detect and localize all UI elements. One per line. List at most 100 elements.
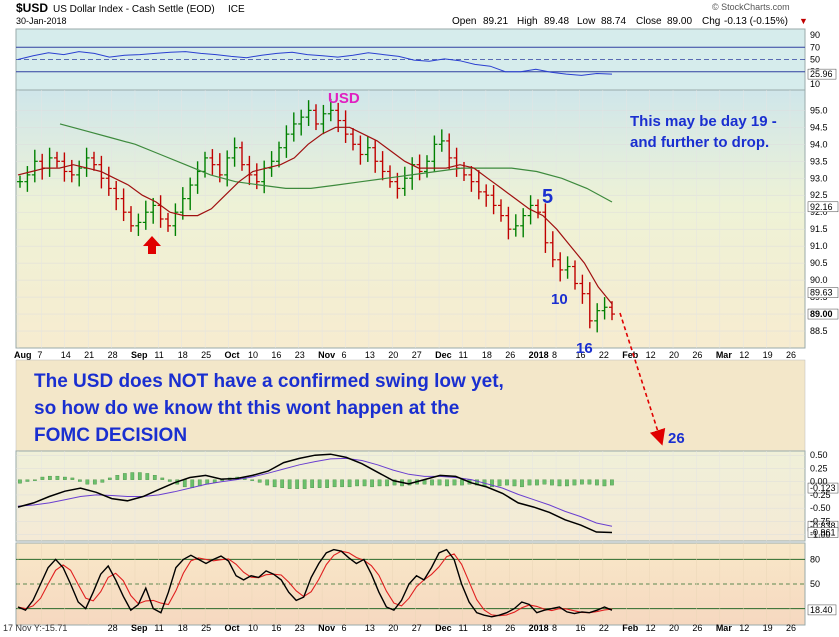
macd-histogram-bar [377, 479, 382, 487]
macd-histogram-bar [33, 479, 37, 481]
annotations: USD This may be day 19 - and further to … [3, 90, 777, 633]
price-current-box [807, 287, 839, 298]
x-axis-label: 13 [365, 350, 375, 360]
macd-histogram-bar [167, 479, 172, 482]
usd-label: USD [328, 90, 360, 107]
x-axis-label: 8 [552, 350, 557, 360]
macd-histogram-bar [40, 476, 45, 480]
macd-histogram-bar [18, 479, 22, 484]
macd-histogram-bar [107, 477, 112, 480]
x-axis-label-bottom: 8 [552, 623, 557, 633]
chg-value: -0.13 (-0.15%) [724, 16, 788, 27]
x-axis-label: 19 [763, 350, 773, 360]
macd-current-box [807, 482, 839, 494]
close-label: Close [636, 16, 662, 27]
macd-histogram-bar [115, 475, 120, 480]
x-axis-label-bottom: Feb [622, 623, 639, 633]
price-tick-label: 91.0 [810, 241, 828, 251]
macd-histogram-bar [332, 479, 337, 488]
ma-short-line [17, 126, 613, 305]
low-value: 88.74 [601, 16, 626, 27]
macd-current-box [807, 527, 839, 538]
x-axis-label: Sep [131, 350, 148, 360]
macd-histogram-bar [437, 479, 442, 486]
chg-label: Chg [702, 16, 720, 27]
price-tick-label: 93.0 [810, 173, 828, 183]
x-axis-label: 23 [295, 350, 305, 360]
macd-histogram-bar [370, 479, 374, 488]
x-axis-label: 11 [458, 350, 467, 360]
x-axis-label-bottom: Oct [225, 623, 240, 633]
macd-histogram-bar [55, 475, 60, 480]
macd-histogram-bar [392, 479, 397, 486]
x-axis-label: 27 [412, 350, 422, 360]
macd-histogram-bar [152, 475, 157, 480]
open-label: Open [452, 16, 476, 27]
macd-histogram-bar [122, 473, 127, 480]
x-axis-label: 12 [646, 350, 656, 360]
macd-histogram-bar [182, 479, 187, 488]
stoch-tick-label: 50 [810, 579, 820, 589]
x-axis-label-bottom: 18 [482, 623, 492, 633]
macd-current-label: -0.123 [810, 483, 836, 493]
x-axis-label-bottom: 16 [575, 623, 585, 633]
price-current-box [807, 201, 839, 213]
macd-histogram-bar [250, 479, 255, 481]
macd-histogram-bar [190, 479, 195, 488]
macd-histogram-bar [572, 479, 577, 486]
x-axis-label-bottom: 27 [412, 623, 422, 633]
macd-histogram-bar [220, 479, 225, 481]
x-axis-label: 11 [154, 350, 163, 360]
macd-line [17, 453, 613, 534]
macd-histogram-bar [602, 479, 607, 487]
macd-histogram-bar [580, 479, 584, 485]
x-axis-label-bottom: 26 [505, 623, 515, 633]
x-axis-label: 14 [61, 350, 71, 360]
index-name: US Dollar Index - Cash Settle (EOD) [53, 4, 215, 15]
macd-histogram-bar [265, 479, 270, 486]
x-axis-label: 20 [669, 350, 679, 360]
x-axis-label: 18 [178, 350, 188, 360]
macd-histogram-bar [302, 479, 307, 489]
macd-histogram-bar [497, 479, 502, 487]
high-label: High [517, 16, 538, 27]
macd-histogram-bar [70, 477, 75, 480]
x-axis-label: 25 [201, 350, 211, 360]
x-axis-label: 26 [786, 350, 796, 360]
x-axis-label-bottom: 11 [458, 623, 467, 633]
macd-tick-label: -0.50 [810, 503, 831, 513]
x-axis-label: 6 [342, 350, 347, 360]
macd-histogram-bar [512, 479, 517, 487]
macd-histogram-bar [212, 479, 217, 483]
macd-histogram-bar [100, 479, 105, 483]
macd-histogram-bar [145, 473, 150, 480]
macd-histogram-bar [385, 479, 389, 487]
macd-histogram-bar [550, 479, 554, 486]
x-axis-label-bottom: 11 [154, 623, 163, 633]
price-tick-label: 90.5 [810, 258, 828, 268]
macd-histogram-bar [565, 479, 569, 487]
macd-tick-label: -0.25 [810, 490, 831, 500]
x-axis-label: Nov [318, 350, 335, 360]
x-axis-label: 26 [692, 350, 702, 360]
x-axis-label-bottom: 12 [739, 623, 749, 633]
price-tick-label: 94.5 [810, 122, 828, 132]
stoch-tick-label: 80 [810, 554, 820, 564]
macd-histogram-bar [430, 479, 434, 486]
rsi-tick-label: 90 [810, 30, 820, 40]
macd-histogram-bar [460, 479, 464, 486]
x-axis-label: 28 [108, 350, 118, 360]
x-axis-label: 18 [482, 350, 492, 360]
rsi-tick-label: 10 [810, 79, 820, 89]
macd-histogram-bar [355, 479, 359, 487]
price-tick-label: 95.0 [810, 105, 828, 115]
macd-histogram-bar [595, 479, 599, 486]
x-axis-label-bottom: 20 [669, 623, 679, 633]
macd-tick-label: 0.50 [810, 450, 828, 460]
rsi-tick-label: 50 [810, 55, 820, 65]
x-axis-label-bottom: 10 [248, 623, 258, 633]
x-axis-label-bottom: Mar [716, 623, 733, 633]
low-label: Low [577, 16, 596, 27]
symbol: $USD [16, 1, 48, 15]
